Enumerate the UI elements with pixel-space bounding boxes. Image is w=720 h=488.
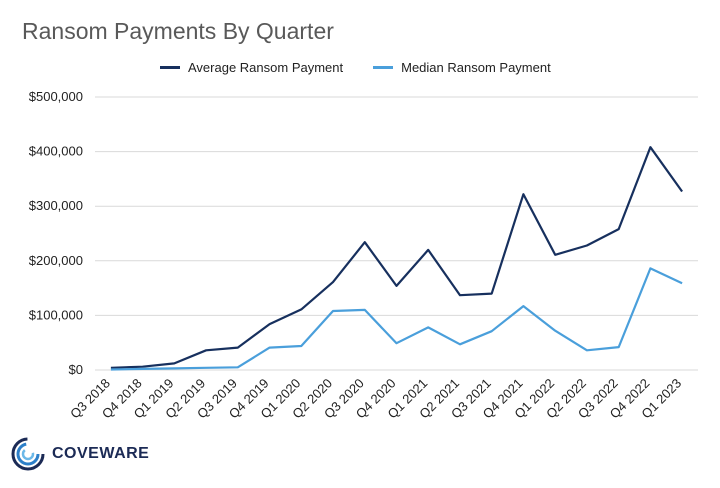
coveware-logo: COVEWARE — [10, 436, 149, 472]
y-tick-label: $0 — [69, 362, 83, 377]
y-tick-label: $500,000 — [29, 89, 83, 104]
legend-swatch-median — [373, 66, 394, 69]
logo-text: COVEWARE — [52, 445, 150, 462]
y-tick-label: $100,000 — [29, 307, 83, 322]
legend-item-average: Average Ransom Payment — [160, 60, 343, 75]
legend-swatch-average — [160, 66, 180, 69]
chart-title: Ransom Payments By Quarter — [22, 18, 334, 44]
y-tick-label: $300,000 — [29, 198, 83, 213]
series-line-average — [110, 146, 683, 369]
legend-item-median: Median Ransom Payment — [373, 60, 551, 75]
chart-legend: Average Ransom Payment Median Ransom Pay… — [160, 60, 581, 75]
y-tick-label: $400,000 — [29, 144, 83, 159]
coveware-swirl-icon — [11, 437, 45, 471]
legend-label-average: Average Ransom Payment — [188, 60, 344, 75]
y-tick-label: $200,000 — [29, 253, 83, 268]
legend-label-median: Median Ransom Payment — [401, 60, 551, 75]
